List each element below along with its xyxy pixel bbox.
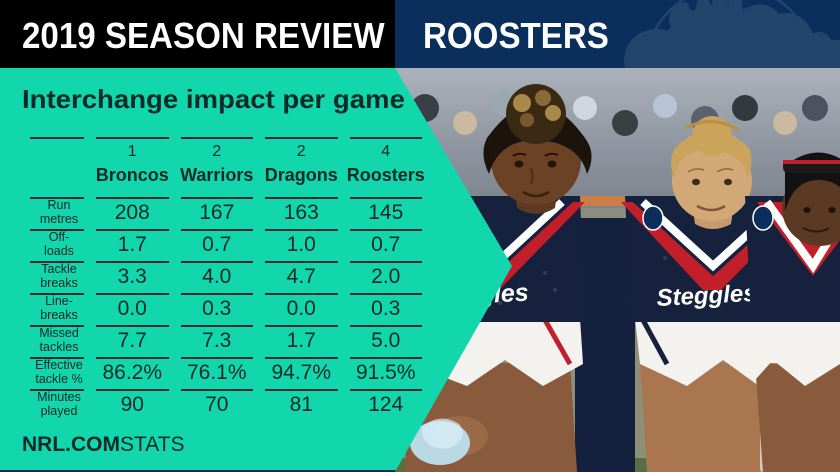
svg-text:Steggles: Steggles xyxy=(656,280,757,312)
